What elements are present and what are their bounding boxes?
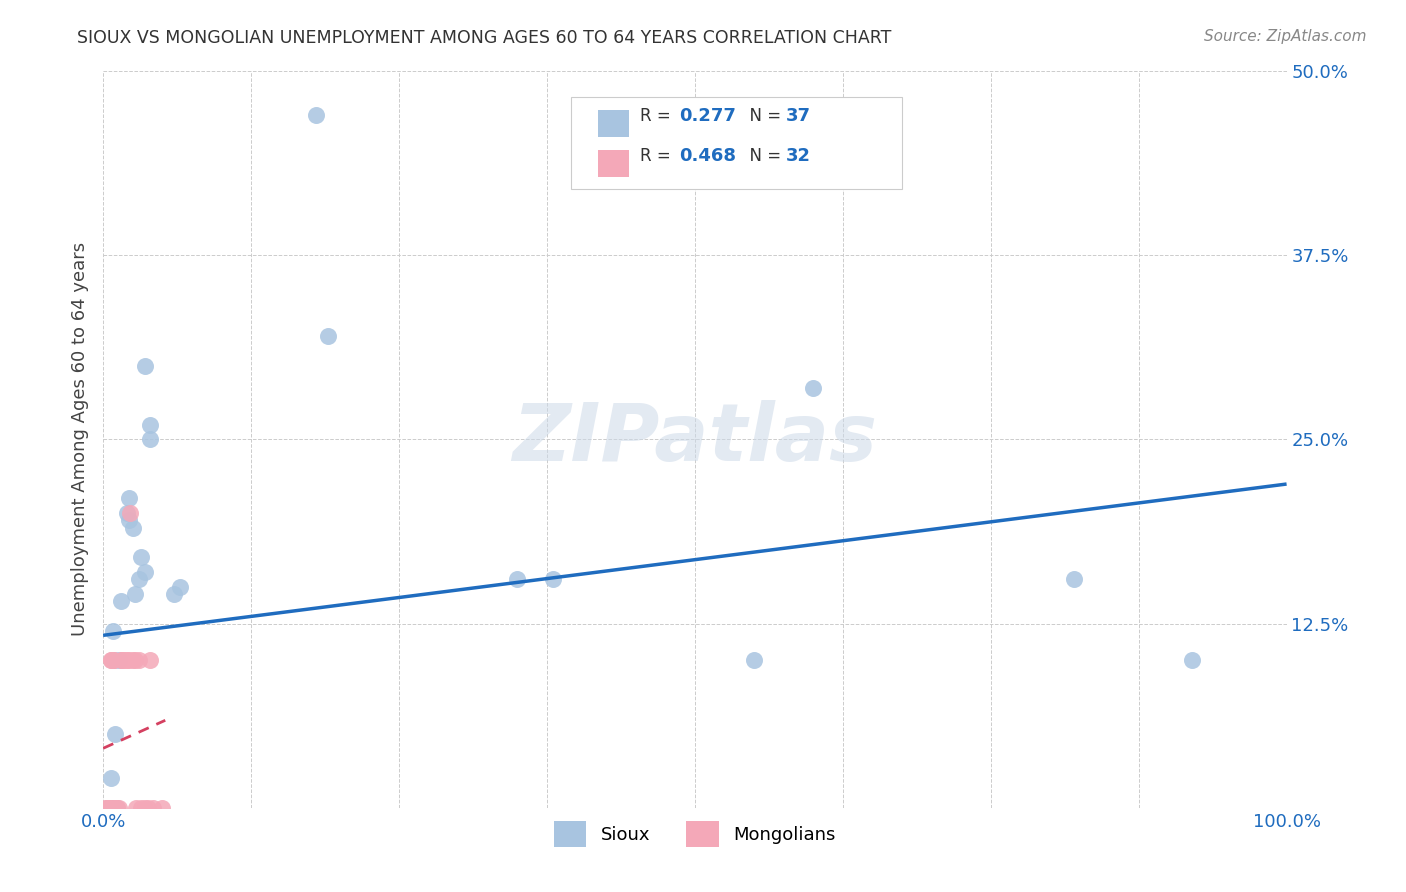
Point [100, 653, 122, 667]
Point [124, 653, 146, 667]
Point [136, 801, 159, 815]
Point [124, 587, 146, 601]
Text: 37: 37 [786, 107, 811, 125]
Point [103, 801, 125, 815]
Point [115, 506, 138, 520]
Point [107, 801, 129, 815]
Point [100, 772, 122, 786]
Point [316, 329, 339, 343]
Point [98, 801, 121, 815]
Point [115, 653, 138, 667]
Point [801, 381, 824, 395]
Point [506, 573, 529, 587]
Point [118, 491, 141, 506]
Point [142, 801, 165, 815]
Point [101, 801, 124, 815]
Point [121, 653, 143, 667]
Text: 0.468: 0.468 [679, 147, 737, 165]
Text: ZIPatlas: ZIPatlas [512, 401, 877, 478]
Point [110, 653, 132, 667]
Text: R =: R = [640, 107, 676, 125]
Point [104, 801, 127, 815]
Point [107, 653, 129, 667]
Point [100, 801, 122, 815]
Text: R =: R = [640, 147, 676, 165]
Point [94, 801, 117, 815]
FancyBboxPatch shape [598, 111, 628, 137]
Point [98, 801, 121, 815]
Point [742, 653, 765, 667]
Point [98, 801, 121, 815]
Text: SIOUX VS MONGOLIAN UNEMPLOYMENT AMONG AGES 60 TO 64 YEARS CORRELATION CHART: SIOUX VS MONGOLIAN UNEMPLOYMENT AMONG AG… [77, 29, 891, 47]
Point [541, 573, 564, 587]
Point [98, 801, 121, 815]
Point [96, 801, 118, 815]
Point [120, 506, 142, 520]
Point [125, 801, 148, 815]
Point [128, 653, 150, 667]
FancyBboxPatch shape [598, 150, 628, 177]
Point [163, 587, 186, 601]
Point [134, 801, 156, 815]
Point [98, 801, 121, 815]
Point [104, 801, 127, 815]
Point [111, 653, 134, 667]
Point [139, 417, 162, 432]
Point [139, 653, 162, 667]
Point [169, 580, 191, 594]
Point [103, 653, 125, 667]
Point [118, 513, 141, 527]
Text: N =: N = [738, 147, 786, 165]
Point [101, 653, 124, 667]
Point [110, 594, 132, 608]
Point [103, 653, 125, 667]
Point [134, 565, 156, 579]
Point [129, 801, 152, 815]
Point [104, 801, 127, 815]
Point [1063, 573, 1085, 587]
Text: 0.277: 0.277 [679, 107, 737, 125]
Text: 32: 32 [786, 147, 811, 165]
Point [114, 653, 136, 667]
Point [129, 550, 152, 565]
Point [105, 801, 128, 815]
Point [105, 801, 128, 815]
Point [97, 801, 120, 815]
Point [101, 624, 124, 638]
Text: N =: N = [738, 107, 786, 125]
Point [118, 653, 141, 667]
Point [98, 801, 121, 815]
Point [100, 653, 122, 667]
Point [134, 359, 156, 373]
Point [97, 801, 120, 815]
Point [104, 727, 127, 741]
Point [128, 573, 150, 587]
Text: Source: ZipAtlas.com: Source: ZipAtlas.com [1204, 29, 1367, 45]
Point [98, 801, 121, 815]
Point [1181, 653, 1204, 667]
Y-axis label: Unemployment Among Ages 60 to 64 years: Unemployment Among Ages 60 to 64 years [72, 243, 89, 637]
Point [305, 108, 328, 122]
Point [121, 521, 143, 535]
Point [98, 801, 121, 815]
Point [104, 801, 127, 815]
Point [139, 433, 162, 447]
Point [150, 801, 173, 815]
FancyBboxPatch shape [571, 97, 903, 189]
Legend: Sioux, Mongolians: Sioux, Mongolians [547, 814, 844, 854]
